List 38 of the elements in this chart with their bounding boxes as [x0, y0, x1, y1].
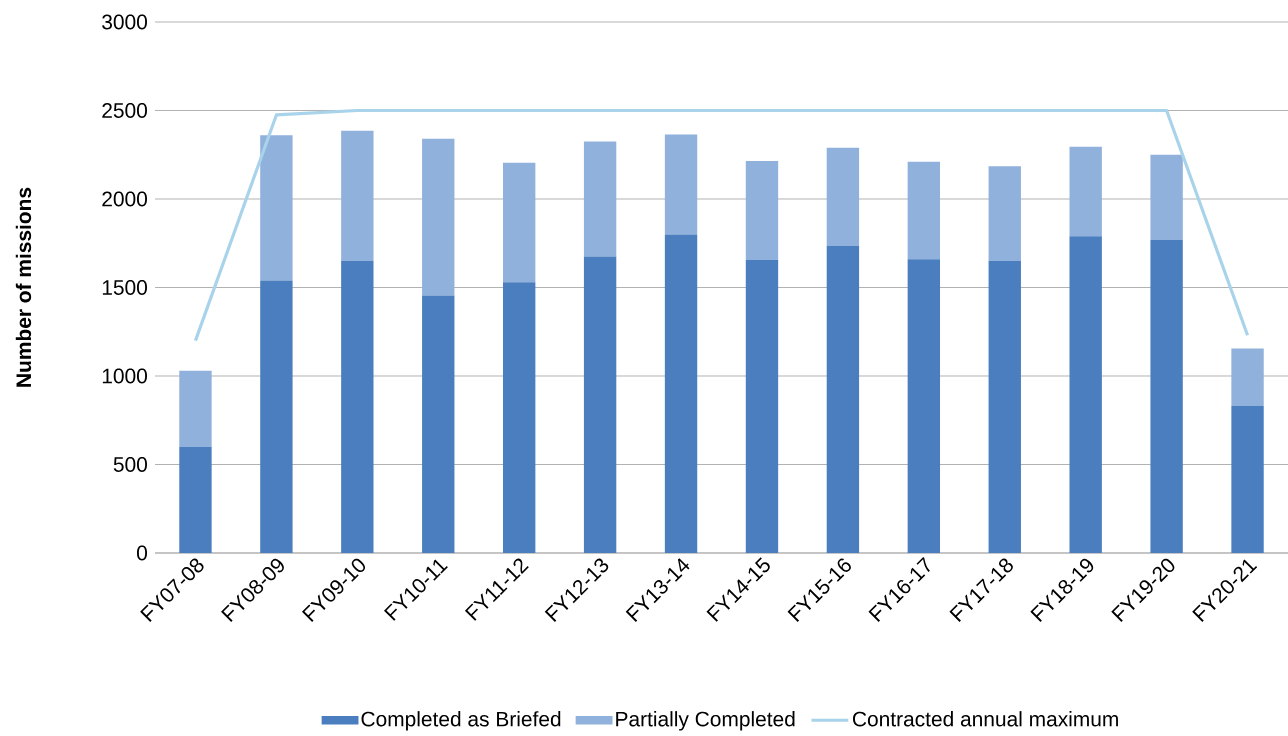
bar — [341, 260, 374, 553]
bar — [1231, 406, 1264, 553]
bar — [826, 245, 860, 553]
bar — [583, 141, 617, 257]
bar — [260, 280, 293, 553]
bar — [1069, 236, 1102, 553]
bar — [1069, 146, 1102, 237]
bar — [988, 260, 1021, 553]
bar — [907, 161, 941, 260]
y-tick-label: 2500 — [102, 103, 147, 118]
bar — [988, 166, 1021, 261]
y-tick-label: 3000 — [102, 14, 147, 30]
y-tick-label: 500 — [113, 457, 147, 472]
bar — [503, 162, 536, 283]
bar — [583, 256, 617, 553]
bar — [664, 234, 698, 553]
bar — [503, 282, 536, 553]
bar — [1150, 239, 1183, 553]
bar — [826, 147, 860, 246]
bar — [907, 259, 941, 553]
y-tick-label: 2000 — [102, 191, 147, 207]
bar — [664, 134, 698, 235]
bar — [179, 446, 212, 553]
y-tick-label: 1500 — [102, 280, 147, 295]
legend-label: Contracted annual maximum — [852, 711, 1118, 727]
y-tick-label: 1000 — [102, 368, 147, 384]
legend-label: Completed as Briefed — [361, 711, 561, 731]
bar — [745, 260, 779, 553]
bar — [179, 370, 212, 447]
bar — [1231, 348, 1264, 407]
bar — [1150, 154, 1183, 240]
bar — [745, 160, 779, 261]
bar — [422, 295, 455, 553]
bar — [341, 130, 374, 261]
legend-label: Partially Completed — [616, 711, 795, 731]
bar — [260, 135, 293, 281]
bar — [422, 138, 455, 296]
y-axis-title: Number of missions — [15, 187, 32, 387]
